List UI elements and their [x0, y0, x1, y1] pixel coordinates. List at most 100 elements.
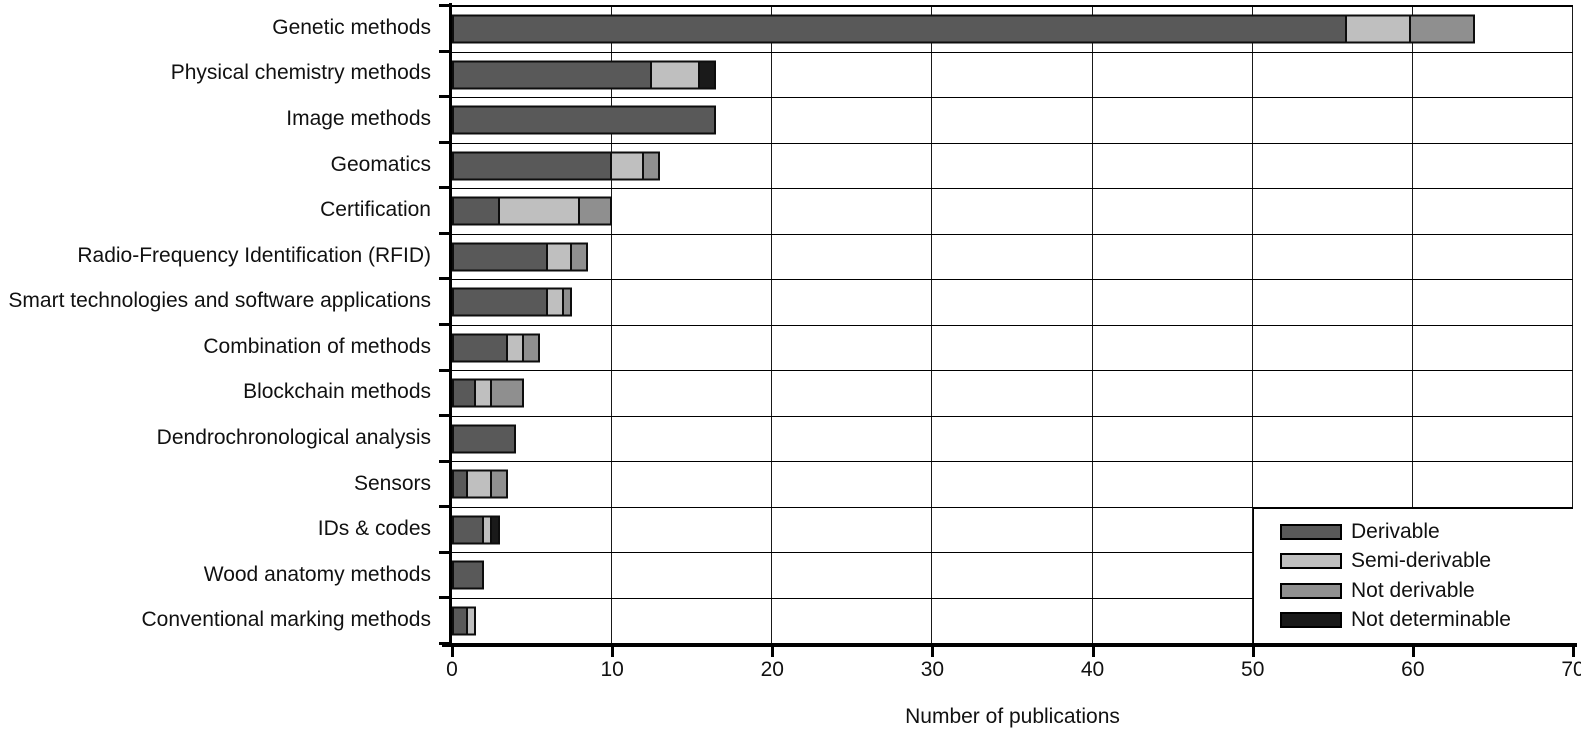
category-label: Conventional marking methods	[141, 608, 432, 632]
bar-row	[452, 53, 1573, 98]
bar-segment-derivable	[452, 242, 548, 272]
stacked-bar	[452, 151, 660, 181]
category-label: Physical chemistry methods	[170, 61, 431, 85]
stacked-bar	[452, 424, 516, 454]
y-axis-tick	[439, 642, 449, 645]
y-axis-tick	[439, 596, 449, 600]
legend-item: Derivable	[1280, 520, 1573, 544]
bar-segment-derivable	[452, 287, 548, 317]
bar-segment-semi-derivable	[651, 60, 700, 90]
bar-segment-derivable	[452, 515, 484, 545]
bar-row	[452, 98, 1573, 144]
legend-swatch-not-derivable	[1280, 582, 1342, 599]
bar-row	[452, 553, 1573, 599]
legend-label: Semi-derivable	[1351, 549, 1492, 573]
bar-row	[452, 599, 1573, 644]
bar-segment-derivable	[452, 469, 468, 499]
stacked-bar	[452, 333, 540, 363]
bar-segment-semi-derivable	[467, 606, 476, 636]
x-tick-label: 50	[1241, 658, 1265, 681]
bar-segment-semi-derivable	[499, 196, 580, 226]
bar-segment-not-derivable	[563, 287, 572, 317]
x-axis-tick	[1411, 647, 1415, 657]
y-axis-tick	[439, 140, 449, 144]
x-axis-tick	[1572, 647, 1575, 657]
x-tick-label: 10	[600, 658, 624, 681]
legend-label: Not derivable	[1351, 578, 1475, 602]
x-axis-tick	[1251, 647, 1255, 657]
category-label: Certification	[320, 198, 431, 222]
x-axis-tick	[931, 647, 935, 657]
bar-segment-semi-derivable	[475, 378, 492, 408]
bar-segment-not-derivable	[491, 378, 524, 408]
bar-segment-not-determinable	[699, 60, 716, 90]
bar-segment-semi-derivable	[547, 287, 564, 317]
legend-item: Not determinable	[1280, 608, 1573, 632]
x-axis-tick	[451, 647, 454, 657]
bar-row	[452, 508, 1573, 553]
bar-segment-derivable	[452, 424, 516, 454]
y-axis-tick	[439, 550, 449, 554]
category-label: Genetic methods	[272, 15, 431, 39]
y-axis-tick	[439, 459, 449, 463]
stacked-bar	[452, 287, 572, 317]
stacked-bar	[452, 60, 716, 90]
x-axis-tick	[771, 647, 775, 657]
bar-segment-derivable	[452, 60, 652, 90]
stacked-bar	[452, 469, 508, 499]
bar-row	[452, 462, 1573, 508]
y-axis-tick	[439, 505, 449, 509]
bar-segment-semi-derivable	[611, 151, 644, 181]
bar-row	[452, 326, 1573, 371]
legend-swatch-semi-derivable	[1280, 553, 1342, 570]
category-label: Dendrochronological analysis	[156, 425, 431, 449]
bar-segment-derivable	[452, 560, 484, 590]
bar-segment-derivable	[452, 333, 508, 363]
x-tick-label: 60	[1401, 658, 1425, 681]
legend-item: Not derivable	[1280, 579, 1573, 603]
x-tick-label: 20	[760, 658, 784, 681]
y-axis-tick	[439, 277, 449, 281]
stacked-bar	[452, 606, 476, 636]
bar-row	[452, 7, 1573, 53]
x-tick-label: 30	[920, 658, 945, 681]
category-labels: Genetic methods Physical chemistry method…	[0, 5, 440, 643]
bar-segment-derivable	[452, 105, 716, 135]
bar-row	[452, 417, 1573, 462]
bar-segment-semi-derivable	[483, 515, 492, 545]
legend-item: Semi-derivable	[1280, 549, 1573, 573]
y-axis-tick	[439, 323, 449, 326]
category-label: Image methods	[286, 106, 431, 130]
legend-swatch-derivable	[1280, 524, 1342, 541]
bar-segment-semi-derivable	[547, 242, 572, 272]
bar-segment-derivable	[452, 378, 476, 408]
category-label: IDs & codes	[317, 517, 431, 541]
x-axis-line	[442, 643, 1577, 647]
bar-segment-derivable	[452, 14, 1348, 44]
bar-segment-not-derivable	[643, 151, 660, 181]
bar-segment-derivable	[452, 151, 612, 181]
category-label: Sensors	[353, 471, 431, 495]
category-label: Combination of methods	[203, 334, 431, 358]
y-axis-tick	[439, 4, 449, 7]
bar-segment-not-derivable	[571, 242, 588, 272]
bar-segment-not-derivable	[491, 469, 508, 499]
legend-swatch-not-determinable	[1280, 611, 1342, 628]
stacked-bar	[452, 14, 1476, 44]
x-tick-label: 40	[1080, 658, 1105, 681]
bar-segment-semi-derivable	[507, 333, 524, 363]
bar-rows	[452, 7, 1573, 643]
legend: Derivable Semi-derivable Not derivable Not …	[1253, 508, 1573, 643]
legend-label: Derivable	[1351, 520, 1440, 544]
stacked-bar	[452, 242, 588, 272]
x-axis-tick	[611, 647, 615, 657]
x-tick-labels: 0 10 20 30 40 50 60 70	[446, 658, 1581, 684]
stacked-bar	[452, 196, 612, 226]
bar-row	[452, 189, 1573, 235]
x-axis-title: Number of publications	[905, 705, 1120, 728]
plot-area: Derivable Semi-derivable Not derivable Not …	[452, 5, 1573, 643]
category-label: Geomatics	[330, 152, 431, 176]
y-axis-line	[449, 3, 452, 645]
y-axis-tick	[439, 49, 449, 53]
